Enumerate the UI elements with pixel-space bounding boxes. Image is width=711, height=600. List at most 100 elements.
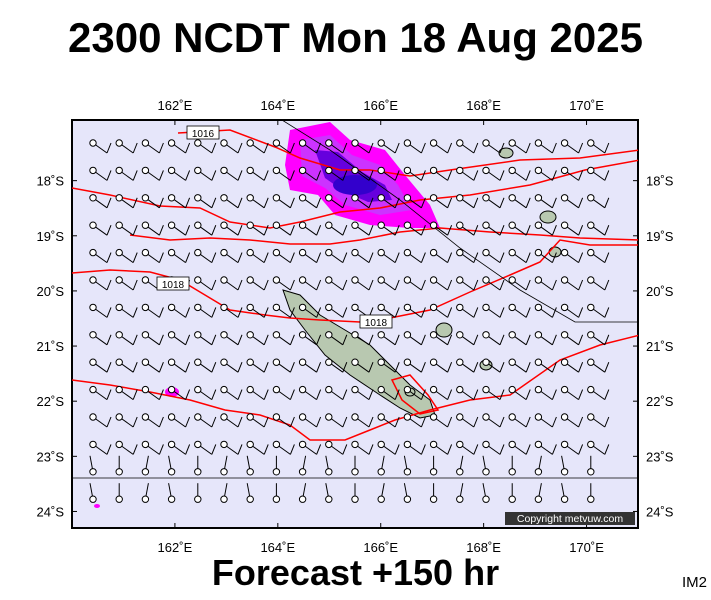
wind-barb — [246, 331, 269, 346]
wind-barb — [325, 385, 348, 401]
wind-barb — [325, 413, 348, 428]
wind-barb — [587, 331, 610, 346]
wind-barb — [403, 331, 426, 346]
lat-tick-label-left: 21˚S — [37, 339, 65, 354]
wind-barb — [508, 139, 531, 154]
wind-barb — [194, 166, 217, 181]
wind-barb — [272, 440, 295, 455]
wind-barb — [298, 303, 322, 318]
wind-barb — [272, 194, 295, 209]
chart-title: 2300 NCDT Mon 18 Aug 2025 — [68, 14, 643, 61]
isobar-label: 1018 — [359, 314, 393, 329]
wind-barb — [89, 166, 112, 181]
wind-barb — [194, 440, 217, 455]
svg-text:1018: 1018 — [162, 280, 185, 291]
wind-barb — [560, 483, 569, 503]
wind-barb — [587, 276, 610, 291]
wind-barb — [89, 221, 112, 236]
wind-barb — [298, 483, 307, 503]
wind-barb — [534, 194, 557, 209]
wind-barb — [456, 303, 479, 318]
wind-barb — [560, 358, 584, 373]
wind-barb — [482, 139, 505, 154]
wind-barb — [115, 413, 138, 428]
lat-tick-label-right: 19˚S — [646, 229, 674, 244]
isobar-label: 1018 — [156, 276, 190, 291]
wind-barb — [115, 358, 138, 373]
wind-barb — [220, 385, 243, 401]
wind-barb — [508, 276, 531, 291]
wind-barb — [272, 221, 295, 236]
wind-barb — [298, 166, 322, 181]
wind-barb — [89, 413, 112, 428]
wind-barb — [220, 194, 243, 209]
wind-barb — [508, 248, 531, 264]
wind-barb — [587, 194, 610, 209]
wind-barb — [351, 385, 374, 401]
wind-barb — [403, 413, 426, 428]
wind-barb — [167, 385, 191, 401]
wind-barb — [115, 455, 123, 476]
wind-barb — [89, 440, 112, 455]
wind-barb — [325, 139, 348, 154]
wind-barb — [560, 440, 584, 455]
wind-barb — [141, 385, 164, 401]
wind-barb — [534, 331, 557, 346]
wind-barb — [246, 385, 269, 401]
wind-barb — [298, 413, 322, 428]
wind-barb — [482, 440, 505, 455]
wind-barb — [482, 385, 505, 401]
lat-tick-label-right: 18˚S — [646, 174, 674, 189]
wind-barb — [560, 194, 584, 209]
wind-barb — [89, 303, 112, 318]
wind-barb — [167, 440, 191, 455]
wind-barb — [482, 358, 505, 373]
wind-barb — [246, 166, 269, 181]
lon-tick-label-top: 170˚E — [569, 98, 604, 113]
isobar-labels: 1016 1018 1018 — [156, 125, 393, 329]
isobar-label: 1016 — [186, 125, 220, 140]
lat-tick-label-right: 23˚S — [646, 449, 674, 464]
wind-barb — [508, 194, 531, 209]
wind-barb — [403, 276, 426, 291]
lat-tick-label-right: 20˚S — [646, 284, 674, 299]
wind-barb — [429, 248, 453, 264]
lat-tick-label-right: 24˚S — [646, 504, 674, 519]
wind-barb — [456, 276, 479, 291]
wind-barb — [194, 455, 202, 476]
wind-barb — [377, 385, 400, 401]
wind-barb — [482, 303, 505, 318]
wind-barb — [534, 440, 557, 455]
wind-barb — [403, 221, 426, 236]
wind-barb — [534, 166, 557, 181]
wind-barb — [220, 440, 243, 455]
wind-barb — [325, 440, 348, 455]
wind-barb — [167, 331, 191, 346]
wind-barb — [298, 440, 322, 455]
wind-barb — [560, 248, 584, 264]
small-island — [498, 147, 514, 159]
wind-barb — [89, 331, 112, 346]
wind-barb — [141, 483, 150, 503]
wind-barb — [587, 248, 610, 264]
wind-barb — [351, 276, 374, 291]
wind-barb — [115, 483, 123, 503]
wind-barb — [298, 221, 322, 236]
wind-barb — [508, 166, 531, 181]
wind-barb — [508, 455, 516, 476]
wind-barb — [508, 483, 516, 503]
wind-barb — [482, 166, 505, 181]
lon-tick-label-top: 166˚E — [363, 98, 398, 113]
rain-spot — [94, 504, 100, 508]
wind-barb — [115, 139, 138, 154]
axis-ticks: 162˚E 162˚E 164˚E 164˚E 166˚E 166˚E 168˚E 168˚E… — [37, 98, 674, 555]
wind-barb — [298, 358, 322, 373]
wind-barb — [560, 455, 569, 476]
wind-barb — [429, 358, 453, 373]
wind-barb — [429, 385, 453, 401]
wind-barb — [167, 139, 191, 154]
lat-tick-label-left: 24˚S — [37, 504, 65, 519]
wind-barb — [482, 413, 505, 428]
wind-barb — [325, 248, 348, 264]
wind-barb — [298, 276, 322, 291]
